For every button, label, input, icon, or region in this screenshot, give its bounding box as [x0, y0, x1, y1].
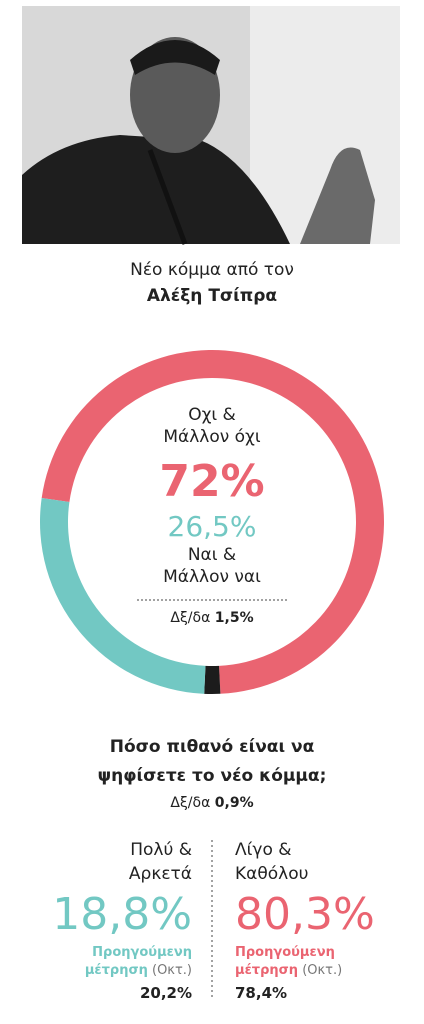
answer-column: Λίγο & Καθόλου 80,3% Προηγούμενη μέτρηση (… [235, 838, 415, 1002]
answer-label: Πολύ & Αρκετά [128, 840, 192, 884]
previous-block: Προηγούμενη μέτρηση (Οκτ.) [235, 944, 415, 980]
answer-value: 80,3% [235, 889, 375, 940]
poll-dk-line: Δξ/δα 0,9% [0, 795, 424, 811]
dk-value: 1,5% [214, 610, 254, 626]
previous-label: Προηγούμενη μέτρηση [84, 945, 192, 978]
previous-month: (Οκτ.) [302, 963, 343, 978]
subtitle: Αλέξη Τσίπρα [146, 286, 278, 306]
dk-line: Δξ/δα 1,5% [0, 610, 424, 626]
answer-column: Πολύ & Αρκετά 18,8% Προηγούμενη μέτρηση (Ο… [12, 838, 192, 1002]
previous-value: 78,4% [235, 984, 288, 1002]
yes-label: Ναι & Μάλλον ναι [163, 545, 261, 587]
previous-month: (Οκτ.) [152, 963, 192, 978]
dk-label: Δξ/δα [170, 610, 211, 626]
poll-dk-value: 0,9% [214, 795, 254, 811]
title: Νέο κόμμα από τον [130, 260, 294, 280]
previous-value: 20,2% [139, 984, 192, 1002]
donut-segment [39, 498, 206, 694]
yes-value: 26,5% [167, 510, 257, 543]
answer-label: Λίγο & Καθόλου [235, 840, 309, 884]
previous-block: Προηγούμενη μέτρηση (Οκτ.) [12, 944, 192, 980]
no-value: 72% [159, 456, 265, 507]
donut-segment [204, 665, 221, 695]
answer-value: 18,8% [52, 889, 192, 940]
previous-label: Προηγούμενη μέτρηση [235, 945, 335, 978]
photo [22, 6, 400, 245]
poll-dk-label: Δξ/δα [170, 795, 211, 811]
question: Πόσο πιθανό είναι να ψηφίσετε το νέο κόμ… [97, 737, 327, 786]
no-label: Οχι & Μάλλον όχι [163, 405, 261, 447]
